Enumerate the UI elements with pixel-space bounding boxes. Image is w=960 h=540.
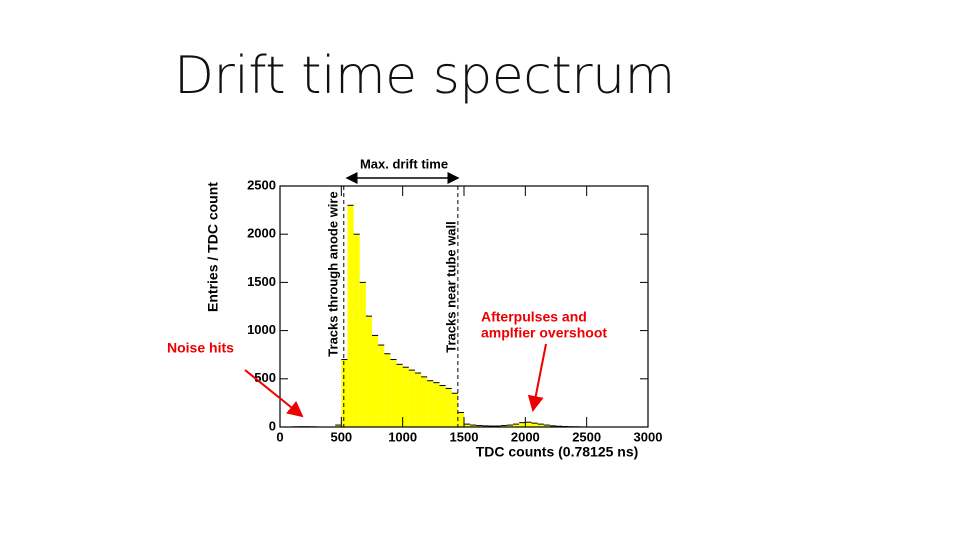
arrow <box>244 369 304 418</box>
annotation: Tracks through anode wire <box>325 191 340 356</box>
x-tick-label: 2000 <box>511 429 540 444</box>
arrow <box>527 343 547 412</box>
x-tick-label: 2500 <box>572 429 601 444</box>
bar <box>537 424 544 427</box>
bar <box>402 367 409 427</box>
bar <box>421 376 428 427</box>
annotation: Afterpulses and <box>481 309 587 325</box>
x-axis-label: TDC counts (0.78125 ns) <box>476 444 639 460</box>
bar <box>378 345 385 427</box>
bar <box>372 335 379 427</box>
annotation: Max. drift time <box>360 156 448 171</box>
bar <box>341 359 348 427</box>
y-tick-label: 2500 <box>247 177 276 192</box>
bar <box>365 316 372 427</box>
x-tick-label: 3000 <box>634 429 663 444</box>
bar <box>439 385 446 427</box>
bar <box>457 412 464 427</box>
y-tick-label: 1000 <box>247 322 276 337</box>
annotation: Noise hits <box>167 340 234 356</box>
bar <box>335 425 342 427</box>
bar <box>531 423 538 427</box>
y-tick-label: 1500 <box>247 274 276 289</box>
bar <box>445 388 452 427</box>
bar <box>353 234 360 427</box>
bar <box>396 364 403 427</box>
bar <box>543 425 550 427</box>
bar <box>506 425 514 427</box>
x-tick-label: 500 <box>330 429 352 444</box>
bar <box>427 380 434 427</box>
bar <box>464 424 471 427</box>
x-tick-label: 1500 <box>450 429 479 444</box>
bar <box>390 359 397 427</box>
y-tick-label: 500 <box>254 370 276 385</box>
y-axis-label: Entries / TDC count <box>205 182 221 312</box>
annotation: Tracks near tube wall <box>443 221 458 353</box>
bar <box>384 353 391 427</box>
x-tick-label: 1000 <box>388 429 417 444</box>
y-tick-label: 0 <box>269 418 276 433</box>
x-tick-label: 0 <box>276 429 283 444</box>
annotation: amplfier overshoot <box>481 325 607 341</box>
bar <box>525 422 532 427</box>
bar <box>347 205 354 427</box>
bar <box>408 370 415 427</box>
bar <box>500 425 507 427</box>
bar <box>470 425 477 427</box>
y-tick-label: 2000 <box>247 226 276 241</box>
bar <box>414 373 422 427</box>
bar <box>513 424 520 427</box>
bar <box>519 422 526 427</box>
bar <box>476 425 483 427</box>
bar <box>451 393 458 427</box>
bar <box>359 282 366 427</box>
bar <box>433 382 440 427</box>
slide-title: Drift time spectrum <box>174 46 675 106</box>
